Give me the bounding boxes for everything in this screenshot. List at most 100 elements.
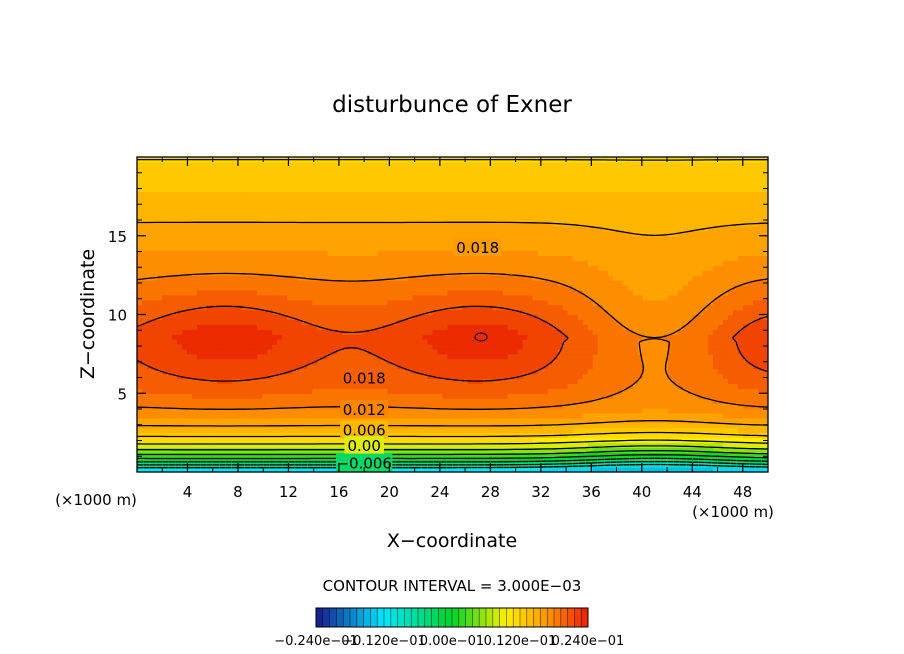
field-cell (497, 255, 504, 261)
field-cell (397, 467, 404, 472)
field-cell (217, 383, 223, 389)
field-cell (502, 181, 509, 188)
field-cell (297, 457, 303, 463)
field-cell (142, 201, 148, 207)
field-cell (402, 186, 409, 193)
field-cell (472, 348, 479, 355)
field-cell (392, 294, 399, 301)
field-cell (487, 176, 494, 183)
field-cell (412, 176, 419, 183)
field-cell (197, 344, 203, 350)
field-cell (412, 161, 419, 168)
field-cell (292, 255, 298, 261)
field-cell (392, 265, 399, 271)
field-cell (382, 363, 388, 370)
field-cell (182, 329, 188, 335)
field-cell (482, 457, 489, 463)
field-cell (442, 314, 449, 321)
field-cell (397, 294, 404, 301)
field-cell (462, 304, 469, 311)
field-cell (217, 393, 223, 399)
field-cell (432, 442, 439, 448)
field-cell (357, 275, 363, 281)
field-cell (447, 324, 454, 330)
field-cell (197, 265, 203, 271)
field-cell (402, 225, 409, 232)
field-cell (512, 437, 519, 444)
field-cell (432, 280, 439, 286)
field-cell (312, 186, 318, 193)
field-cell (307, 191, 313, 197)
field-cell (447, 201, 454, 207)
field-cell (517, 358, 524, 365)
field-cell (522, 412, 529, 419)
field-cell (232, 353, 238, 360)
field-cell (232, 368, 238, 375)
field-cell (387, 240, 394, 247)
field-cell (252, 206, 258, 212)
field-cell (307, 181, 313, 188)
field-cell (377, 255, 383, 261)
field-cell (252, 403, 258, 409)
field-cell (277, 339, 283, 345)
field-cell (312, 412, 318, 419)
field-cell (522, 255, 529, 261)
field-cell (162, 363, 168, 370)
field-cell (327, 417, 333, 424)
field-cell (442, 191, 449, 197)
field-cell (367, 235, 373, 242)
field-cell (242, 230, 248, 237)
field-cell (167, 255, 173, 261)
field-cell (237, 171, 243, 178)
field-cell (147, 265, 153, 271)
field-cell (317, 388, 323, 394)
field-cell (322, 373, 328, 380)
field-cell (432, 457, 439, 463)
field-cell (387, 201, 394, 207)
field-cell (252, 412, 258, 419)
field-cell (402, 206, 409, 212)
field-cell (332, 176, 338, 183)
field-cell (417, 358, 424, 365)
field-cell (362, 329, 368, 335)
field-cell (307, 437, 313, 444)
field-cell (312, 299, 318, 306)
field-cell (407, 304, 414, 311)
field-cell (282, 368, 288, 375)
field-cell (222, 299, 228, 306)
field-cell (277, 403, 283, 409)
field-cell (272, 334, 278, 340)
field-cell (252, 245, 258, 252)
field-cell (197, 457, 203, 463)
field-cell (352, 166, 358, 173)
field-cell (142, 299, 148, 306)
field-cell (142, 196, 148, 202)
field-cell (372, 186, 378, 193)
field-cell (247, 363, 253, 370)
field-cell (242, 393, 248, 399)
field-cell (462, 220, 469, 227)
field-cell (387, 270, 394, 276)
field-cell (197, 289, 203, 296)
field-cell (347, 161, 353, 168)
field-cell (157, 339, 163, 345)
field-cell (422, 324, 429, 330)
field-cell (227, 235, 233, 242)
field-cell (427, 378, 434, 384)
field-cell (347, 280, 353, 286)
field-cell (432, 344, 439, 350)
field-cell (147, 378, 153, 384)
field-cell (457, 467, 464, 472)
field-cell (277, 245, 283, 252)
field-cell (332, 442, 338, 448)
field-cell (397, 225, 404, 232)
field-cell (327, 299, 333, 306)
field-cell (267, 275, 273, 281)
field-cell (322, 324, 328, 330)
field-cell (297, 353, 303, 360)
field-cell (382, 353, 388, 360)
field-cell (407, 289, 414, 296)
field-cell (302, 235, 308, 242)
field-cell (502, 240, 509, 247)
field-cell (277, 368, 283, 375)
